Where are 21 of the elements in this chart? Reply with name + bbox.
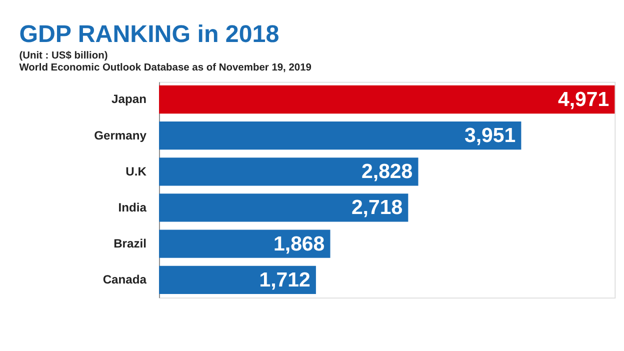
data-label: 2,828 [362,160,413,184]
y-tick-label: Germany [94,128,147,142]
chart-title: GDP RANKING in 2018 [19,20,280,48]
text: World Economic Outlook Database as of November 19, 2019 [19,62,312,74]
y-tick-label: India [118,200,147,214]
bar [159,85,615,114]
bar [159,266,316,294]
y-tick-label: U.K [126,164,147,178]
bar [159,230,330,258]
data-label: 3,951 [464,124,516,148]
y-tick-label: Brazil [114,236,146,251]
data-label: 1,868 [274,232,325,256]
bar [159,194,408,222]
data-label: 1,712 [259,268,310,292]
data-label: 2,718 [351,196,403,220]
y-tick-label: Canada [102,272,147,287]
bar [159,122,522,150]
data-label: 4,971 [558,88,610,111]
text: (Unit : US$ billion) [19,50,108,62]
bar [159,158,418,186]
y-tick-label: Japan [112,92,146,106]
